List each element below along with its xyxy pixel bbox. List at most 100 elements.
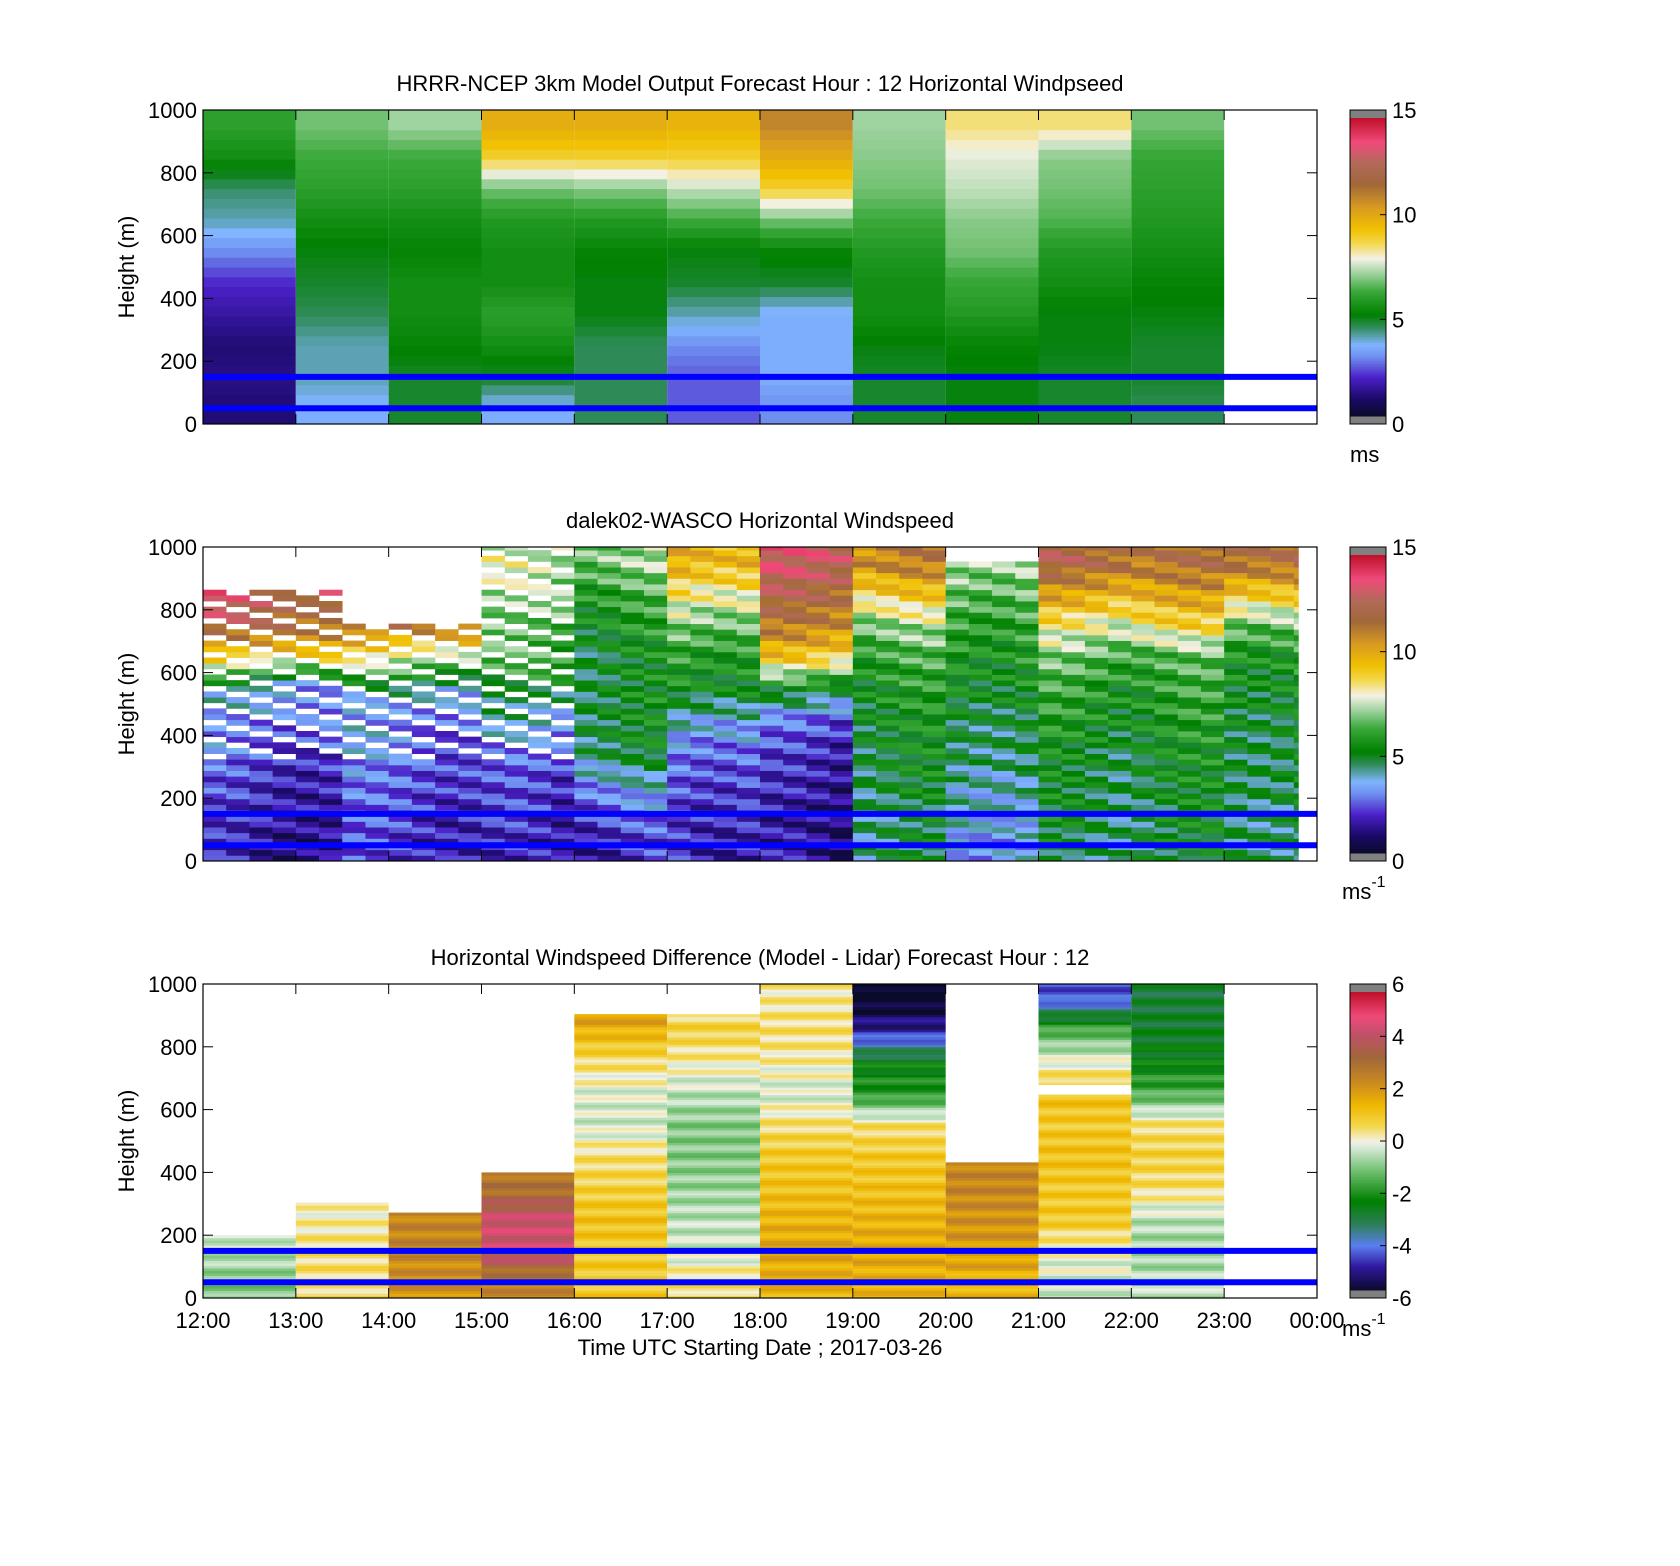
heatmap-cell [597, 827, 622, 834]
heatmap-cell [667, 1089, 760, 1093]
heatmap-cell [667, 547, 691, 551]
heatmap-cell [760, 1227, 853, 1231]
heatmap-cell [1108, 821, 1132, 828]
heatmap-cell [852, 1076, 946, 1081]
heatmap-cell [574, 815, 598, 822]
heatmap-cell [992, 691, 1016, 698]
heatmap-cell [667, 1287, 760, 1292]
heatmap-cell [760, 736, 784, 743]
colorbar-swatch [1350, 352, 1386, 355]
heatmap-cell [1038, 595, 1063, 602]
heatmap-cell [1154, 555, 1179, 562]
heatmap-cell [667, 1235, 760, 1239]
heatmap-cell [922, 821, 946, 828]
colorbar-swatch [1350, 1033, 1386, 1037]
colorbar-swatch [1350, 1091, 1386, 1094]
heatmap-cell [1154, 776, 1179, 783]
heatmap-cell [806, 668, 830, 675]
colorbar-swatch [1350, 1182, 1386, 1186]
colorbar-swatch [1350, 674, 1386, 677]
heatmap-cell [249, 793, 273, 800]
heatmap-cell [1177, 640, 1202, 647]
heatmap-cell [667, 1242, 760, 1246]
heatmap-cell [922, 578, 946, 585]
heatmap-cell [1038, 999, 1132, 1003]
heatmap-cell [760, 1225, 853, 1229]
heatmap-cell [1131, 986, 1225, 990]
heatmap-cell [760, 1144, 853, 1148]
heatmap-cell [945, 208, 1039, 219]
colorbar-swatch [1350, 1089, 1386, 1092]
heatmap-cell [272, 804, 297, 811]
heatmap-cell [713, 561, 738, 568]
heatmap-cell [945, 601, 970, 608]
heatmap-cell [1247, 714, 1271, 721]
heatmap-cell [783, 697, 807, 704]
heatmap-cell [829, 832, 854, 839]
colorbar-swatch [1350, 332, 1386, 336]
heatmap-cell [1038, 1217, 1132, 1221]
heatmap-cell [690, 747, 714, 755]
heatmap-cell [1131, 1182, 1225, 1186]
heatmap-cell [760, 1039, 853, 1043]
heatmap-cell [760, 685, 784, 692]
heatmap-cell [876, 606, 900, 613]
heatmap-cell [1084, 708, 1109, 715]
heatmap-cell [1038, 149, 1132, 160]
heatmap-cell [945, 1290, 1039, 1294]
heatmap-cell [1038, 781, 1063, 788]
heatmap-cell [1293, 555, 1299, 562]
heatmap-cell [365, 821, 389, 828]
heatmap-cell [992, 697, 1016, 704]
heatmap-cell [458, 725, 482, 732]
heatmap-cell [1270, 691, 1295, 698]
heatmap-cell [1108, 731, 1132, 738]
heatmap-cell [411, 827, 436, 834]
heatmap-cell [342, 725, 366, 732]
colorbar-swatch [1350, 322, 1386, 326]
heatmap-cell [295, 849, 320, 856]
heatmap-cell [388, 640, 413, 647]
heatmap-cell [574, 1081, 668, 1086]
heatmap-cell [760, 1169, 853, 1173]
colorbar-swatch [1350, 276, 1386, 280]
heatmap-cell [1084, 804, 1109, 811]
heatmap-cell [1131, 1210, 1225, 1214]
heatmap-cell [295, 198, 389, 209]
heatmap-cell [551, 555, 575, 562]
heatmap-cell [760, 1041, 853, 1045]
heatmap-cell [1224, 776, 1248, 783]
heatmap-cell [760, 139, 853, 150]
heatmap-cell [876, 731, 900, 738]
heatmap-cell [876, 702, 900, 709]
heatmap-cell [504, 601, 529, 608]
colorbar-unit: ms-1 [1342, 874, 1386, 904]
heatmap-cell [388, 1272, 482, 1276]
heatmap-cell [597, 668, 622, 675]
heatmap-cell [388, 188, 482, 199]
heatmap-cell [203, 217, 296, 229]
heatmap-cell [1224, 657, 1248, 664]
heatmap-cell [597, 719, 622, 726]
heatmap-cell [1038, 296, 1132, 307]
heatmap-cell [643, 663, 668, 670]
heatmap-cell [574, 1054, 668, 1058]
heatmap-cell [1224, 742, 1248, 749]
heatmap-cell [760, 612, 784, 619]
heatmap-cell [1200, 753, 1225, 760]
heatmap-cell [945, 770, 970, 777]
heatmap-cell [411, 725, 436, 732]
heatmap-cell [295, 286, 389, 298]
heatmap-cell [481, 1232, 575, 1236]
heatmap-cell [1293, 702, 1299, 709]
heatmap-cell [1131, 1137, 1225, 1141]
heatmap-cell [574, 345, 668, 356]
heatmap-cell [365, 855, 389, 861]
heatmap-cell [481, 276, 575, 288]
heatmap-cell [295, 384, 389, 396]
heatmap-cell [527, 606, 552, 613]
heatmap-cell [783, 646, 807, 653]
heatmap-cell [272, 770, 297, 777]
heatmap-cell [272, 657, 297, 664]
heatmap-cell [1131, 691, 1155, 698]
